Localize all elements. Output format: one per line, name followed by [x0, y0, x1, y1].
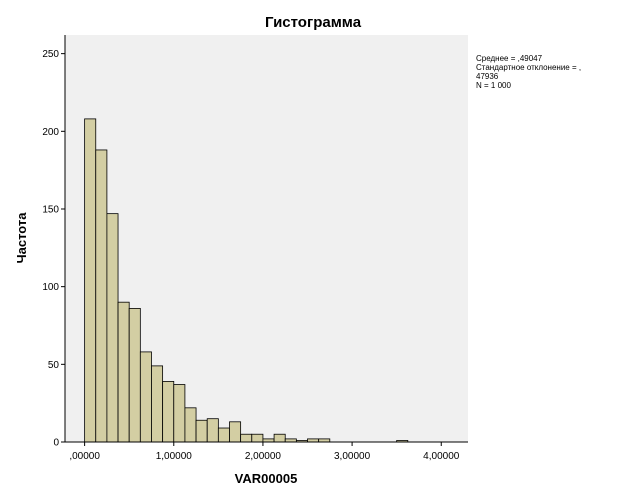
y-tick-label: 250 — [42, 49, 59, 60]
chart-title: Гистограмма — [265, 14, 362, 31]
histogram-bar — [273, 433, 286, 443]
x-tick-label: 3,00000 — [334, 451, 371, 462]
histogram-bar — [128, 307, 141, 443]
histogram-bar — [95, 149, 108, 443]
histogram-bar — [251, 433, 264, 443]
x-tick-label: 2,00000 — [245, 451, 282, 462]
y-tick-label: 200 — [42, 127, 59, 138]
stats-mean: Среднее = ,49047 — [476, 54, 543, 63]
y-tick-label: 150 — [42, 204, 59, 215]
histogram-bar — [217, 427, 230, 443]
histogram-bar — [195, 419, 208, 443]
histogram-bar — [151, 365, 164, 443]
histogram-bar — [240, 433, 253, 443]
y-tick-label: 100 — [42, 282, 59, 293]
x-tick-label: 4,00000 — [423, 451, 460, 462]
y-axis: 0 50 100 150 200 250 — [42, 35, 66, 449]
histogram-bar — [139, 351, 152, 443]
histogram-bar — [106, 213, 119, 443]
histogram-bar — [162, 381, 175, 443]
x-axis-label: VAR00005 — [235, 471, 298, 486]
histogram-bar — [117, 301, 130, 443]
histogram-bar — [84, 118, 97, 443]
x-axis: ,00000 1,00000 2,00000 3,00000 4,00000 — [65, 441, 468, 462]
histogram-bar — [206, 418, 219, 443]
x-tick-label: ,00000 — [69, 451, 100, 462]
histogram-bar — [184, 407, 197, 443]
stats-legend: Среднее = ,49047 Стандартное отклонение … — [476, 54, 581, 90]
y-tick-label: 0 — [53, 438, 59, 449]
y-axis-label: Частота — [14, 212, 29, 264]
histogram-bar — [173, 384, 186, 443]
x-tick-label: 1,00000 — [156, 451, 193, 462]
histogram-bar — [229, 421, 242, 443]
stats-count: N = 1 000 — [476, 81, 511, 90]
stats-std-dev-value: 47936 — [476, 72, 499, 81]
stats-std-dev: Стандартное отклонение = , — [476, 63, 581, 72]
y-tick-label: 50 — [48, 360, 60, 371]
